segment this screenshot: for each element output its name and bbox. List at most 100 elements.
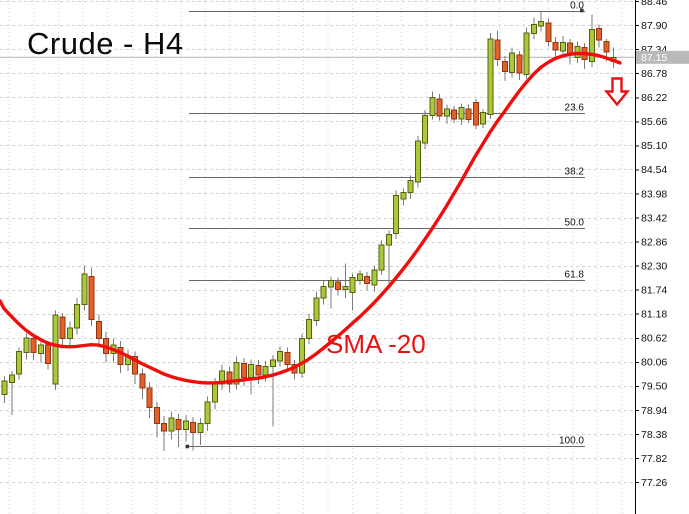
candle-bullish [385, 234, 392, 246]
price-axis-label: 86.22 [641, 92, 667, 104]
candle-bullish [320, 285, 327, 299]
candle-bearish [552, 41, 559, 51]
candle-bearish [451, 109, 457, 120]
candle-bullish [298, 338, 305, 374]
candle-bullish [407, 180, 414, 194]
candle-bearish [436, 98, 443, 117]
fib-level-label: 50.0 [565, 218, 585, 229]
candle-bearish [88, 275, 95, 320]
current-price-badge-text: 87.15 [641, 52, 667, 64]
price-axis[interactable]: 88.4687.9087.3486.7886.2285.6685.1084.54… [635, 0, 689, 514]
candle-bearish [153, 406, 160, 425]
candle-bullish [313, 297, 320, 322]
candle-bullish [52, 314, 59, 385]
sell-down-arrow-icon[interactable] [603, 77, 631, 107]
candle-bearish [284, 351, 291, 365]
candle-bearish [335, 281, 341, 290]
price-axis-label: 85.66 [641, 116, 667, 128]
candlesticks [1, 12, 617, 452]
candle-bullish [530, 23, 537, 35]
candle-bullish [559, 41, 566, 52]
candle-bullish [197, 423, 204, 433]
candle-bullish [204, 401, 211, 425]
candle-bullish [378, 244, 385, 271]
fib-level-label: 61.8 [565, 270, 585, 281]
candle-bearish [95, 320, 102, 340]
price-axis-label: 83.42 [641, 212, 667, 224]
candle-bearish [516, 54, 523, 74]
candle-bullish [422, 114, 428, 144]
candle-bullish [23, 337, 30, 353]
price-axis-label: 85.10 [641, 140, 667, 152]
candle-bearish [364, 275, 370, 285]
fibonacci-retracement[interactable]: 0.0 23.6 38.2 50.0 61.8 100.0 [185, 1, 586, 449]
price-axis-label: 82.86 [641, 236, 667, 248]
candle-bearish [240, 363, 247, 378]
candle-bullish [393, 195, 399, 234]
candle-bearish [146, 387, 153, 408]
candle-bullish [414, 140, 421, 183]
candle-bullish [66, 327, 73, 340]
candle-bearish [501, 61, 508, 73]
candle-bearish [545, 22, 552, 42]
candle-bearish [472, 101, 479, 126]
candle-bullish [306, 318, 312, 340]
price-axis-label: 82.30 [641, 260, 667, 272]
price-axis-label: 83.98 [641, 188, 667, 200]
candle-bullish [269, 359, 276, 368]
candle-bullish [443, 108, 450, 117]
candle-bullish [538, 21, 544, 27]
price-axis-label: 77.26 [641, 477, 667, 489]
price-axis-label: 78.94 [641, 405, 667, 417]
price-axis-label: 87.90 [641, 20, 667, 32]
sma-20-line[interactable] [0, 51, 622, 385]
candle-bullish [1, 380, 8, 395]
candle-bullish [37, 344, 44, 355]
candle-bearish [45, 344, 51, 365]
candle-bullish [458, 107, 465, 120]
fib-anchor-handle-low[interactable] [185, 444, 190, 449]
fib-level-label: 100.0 [559, 436, 584, 447]
candle-bearish [161, 423, 167, 432]
candle-bearish [139, 373, 146, 389]
candle-bullish [371, 269, 378, 286]
fib-level-label: 0.0 [570, 1, 584, 12]
candle-bullish [16, 351, 22, 375]
candle-bearish [190, 421, 196, 433]
price-axis-label: 88.46 [641, 0, 667, 8]
chart-grid [0, 0, 635, 514]
candle-bullish [211, 383, 218, 403]
candle-bullish [509, 52, 515, 73]
price-axis-label: 78.38 [641, 429, 667, 441]
current-price-badge [636, 50, 689, 64]
candle-bearish [175, 418, 182, 431]
fib-anchor-handle-high[interactable] [580, 8, 584, 13]
candle-bullish [429, 96, 436, 116]
candle-bullish [588, 28, 595, 63]
candle-bullish [81, 273, 88, 305]
candle-bullish [74, 303, 80, 329]
chart-symbol-title: Crude - H4 [27, 26, 184, 61]
fib-level-label: 23.6 [565, 103, 585, 114]
candle-bullish [523, 32, 530, 76]
fib-level-label: 38.2 [565, 167, 585, 178]
candle-bullish [262, 366, 269, 376]
candle-bearish [255, 364, 262, 376]
candle-bearish [30, 338, 37, 353]
price-axis-label: 80.06 [641, 357, 667, 369]
candle-bullish [182, 420, 189, 431]
candle-bullish [277, 351, 283, 362]
candle-bullish [349, 277, 356, 293]
candle-bullish [248, 363, 254, 378]
candle-bullish [400, 192, 407, 200]
candle-bullish [487, 38, 494, 115]
price-axis-background [636, 0, 689, 514]
price-axis-label: 86.78 [641, 68, 667, 80]
candle-bullish [168, 417, 175, 432]
candle-bullish [327, 280, 334, 288]
candle-bearish [132, 356, 138, 375]
candle-bullish [233, 361, 240, 385]
sma-indicator-label: SMA -20 [326, 329, 426, 359]
